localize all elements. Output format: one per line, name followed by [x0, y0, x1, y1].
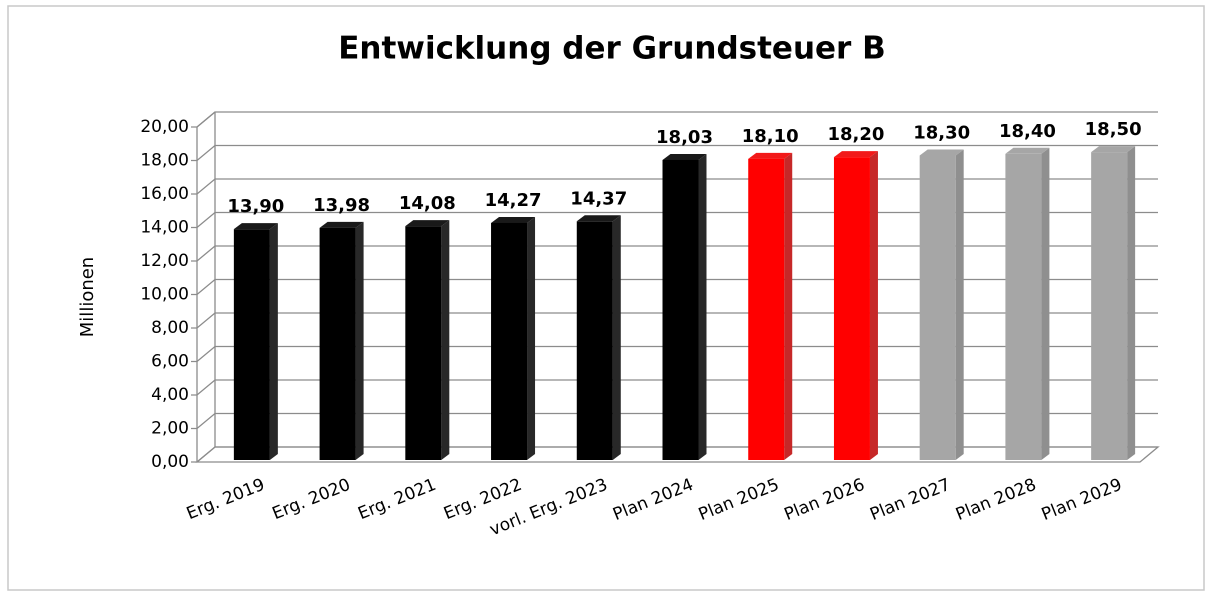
value-label: 18,30: [913, 122, 970, 143]
bar-top: [491, 216, 536, 223]
y-tick-label: 18,00: [140, 151, 189, 171]
bar-front: [833, 157, 870, 460]
bar-top: [319, 221, 364, 228]
y-tick-label: 6,00: [151, 352, 189, 372]
bar: [319, 221, 364, 460]
bar-front: [662, 159, 699, 460]
bar: [233, 223, 278, 460]
bar-top: [1005, 147, 1050, 154]
value-label: 18,10: [742, 126, 799, 147]
y-tick-label: 2,00: [151, 419, 189, 439]
bar-front: [748, 158, 785, 460]
bar-side: [612, 215, 621, 460]
value-label: 18,03: [656, 127, 713, 148]
bar: [491, 216, 536, 460]
bar-top: [833, 151, 878, 158]
bar-front: [405, 226, 442, 460]
bar-side: [698, 153, 707, 460]
y-tick-label: 0,00: [151, 452, 189, 472]
y-tick-label: 8,00: [151, 318, 189, 338]
bar-top: [919, 149, 964, 156]
grid-line: [191, 144, 1158, 162]
bar-front: [233, 229, 270, 460]
y-tick-label: 14,00: [140, 218, 189, 238]
bar: [1091, 146, 1136, 460]
bar-side: [527, 216, 536, 460]
y-tick-label: 4,00: [151, 385, 189, 405]
bar-top: [405, 220, 450, 227]
value-label: 13,98: [313, 195, 370, 216]
y-axis-label: Millionen: [77, 257, 98, 337]
y-tick-label: 10,00: [140, 285, 189, 305]
grid-line: [191, 111, 1158, 128]
value-label: 14,27: [485, 190, 542, 211]
bar-side: [441, 220, 450, 460]
bar-side: [955, 149, 964, 460]
bar: [919, 149, 964, 460]
y-tick-label: 12,00: [140, 251, 189, 271]
bar-side: [1127, 146, 1136, 460]
bar-side: [784, 152, 793, 460]
bar-front: [1005, 153, 1042, 461]
value-label: 13,90: [227, 196, 284, 217]
bar-side: [355, 221, 364, 460]
bar-side: [1041, 147, 1050, 461]
bar-top: [576, 215, 621, 222]
bar: [833, 151, 878, 460]
bar-top: [1091, 146, 1136, 153]
bar-front: [319, 227, 356, 460]
bar-front: [919, 155, 956, 460]
bar-side: [869, 151, 878, 460]
bar: [748, 152, 793, 460]
chart-title: Entwicklung der Grundsteuer B: [338, 31, 886, 67]
bar: [662, 153, 707, 460]
bar-front: [1091, 152, 1128, 460]
bar-side: [269, 223, 278, 460]
bar-front: [576, 221, 613, 460]
bar-front: [491, 222, 528, 460]
bar: [1005, 147, 1050, 461]
y-tick-label: 16,00: [140, 184, 189, 204]
bar-top: [748, 152, 793, 159]
y-tick-label: 20,00: [140, 117, 189, 137]
value-label: 18,20: [827, 124, 884, 145]
bar-top: [662, 153, 707, 160]
bar: [576, 215, 621, 460]
bar: [405, 220, 450, 460]
value-label: 18,50: [1085, 119, 1142, 140]
value-label: 14,08: [399, 193, 456, 214]
value-label: 14,37: [570, 188, 627, 209]
bar-top: [233, 223, 278, 230]
value-label: 18,40: [999, 121, 1056, 142]
